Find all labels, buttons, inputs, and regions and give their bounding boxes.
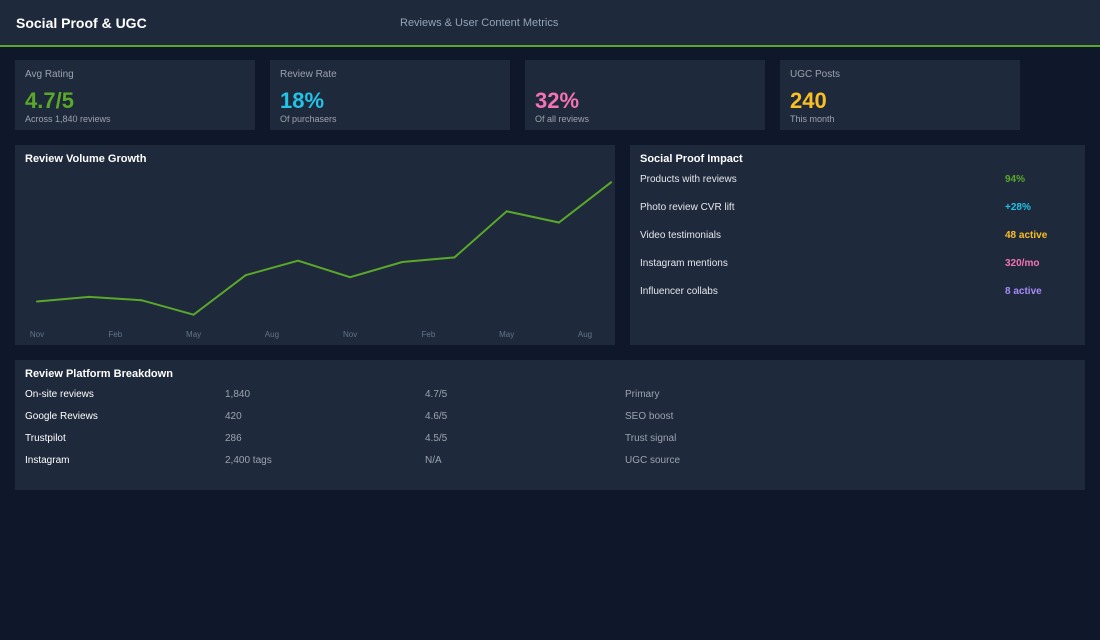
social-proof-impact-panel: Social Proof Impact Products with review… bbox=[630, 145, 1085, 345]
x-tick-label: Feb bbox=[422, 330, 436, 339]
data-point bbox=[557, 221, 560, 224]
data-point bbox=[244, 274, 247, 277]
platform-count: 2,400 tags bbox=[225, 455, 272, 466]
platform-role: UGC source bbox=[625, 455, 681, 466]
kpi-sub: Of purchasers bbox=[280, 114, 337, 124]
platform-name: On-site reviews bbox=[25, 389, 94, 400]
platform-role: SEO boost bbox=[625, 411, 674, 422]
data-point bbox=[349, 276, 352, 279]
platform-rating: 4.5/5 bbox=[425, 433, 448, 444]
x-tick-label: Nov bbox=[343, 330, 357, 339]
table-row: Google Reviews 420 4.6/5 SEO boost bbox=[25, 411, 1075, 425]
platform-role: Trust signal bbox=[625, 433, 677, 444]
impact-value: +28% bbox=[1005, 202, 1031, 213]
platform-role: Primary bbox=[625, 389, 660, 400]
data-point bbox=[140, 299, 143, 302]
impact-value: 48 active bbox=[1005, 230, 1048, 241]
impact-row: Products with reviews 94% bbox=[640, 174, 1080, 188]
impact-label: Influencer collabs bbox=[640, 286, 718, 297]
review-volume-chart: Nov Feb May Aug Nov Feb May Aug bbox=[30, 181, 613, 339]
platform-name: Google Reviews bbox=[25, 411, 98, 422]
data-point bbox=[88, 295, 91, 298]
platform-rating: N/A bbox=[425, 455, 442, 466]
kpi-value: 18% bbox=[280, 88, 325, 113]
kpi-card-reviews-share: 32% Of all reviews bbox=[525, 60, 765, 130]
data-point bbox=[505, 210, 508, 213]
data-point bbox=[297, 259, 299, 262]
impact-row: Video testimonials 48 active bbox=[640, 230, 1080, 244]
impact-label: Products with reviews bbox=[640, 174, 737, 185]
review-platform-panel: Review Platform Breakdown On-site review… bbox=[15, 360, 1085, 490]
data-point bbox=[401, 261, 404, 263]
kpi-label: Review Rate bbox=[280, 69, 337, 80]
kpi-card-ugc-posts: UGC Posts 240 This month bbox=[780, 60, 1020, 130]
x-tick-label: Aug bbox=[578, 330, 592, 339]
app-title: Social Proof & UGC bbox=[16, 15, 147, 31]
panel-title: Review Volume Growth bbox=[25, 153, 147, 165]
table-row: Trustpilot 286 4.5/5 Trust signal bbox=[25, 433, 1075, 447]
impact-row: Instagram mentions 320/mo bbox=[640, 258, 1080, 272]
kpi-sub: Of all reviews bbox=[535, 114, 590, 124]
platform-rating: 4.7/5 bbox=[425, 389, 448, 400]
kpi-sub: This month bbox=[790, 114, 835, 124]
x-tick-label: Nov bbox=[30, 330, 44, 339]
impact-row: Influencer collabs 8 active bbox=[640, 286, 1080, 300]
table-row: On-site reviews 1,840 4.7/5 Primary bbox=[25, 389, 1075, 403]
impact-label: Instagram mentions bbox=[640, 258, 728, 269]
platform-count: 286 bbox=[225, 433, 242, 444]
kpi-label: UGC Posts bbox=[790, 69, 841, 80]
platform-name: Instagram bbox=[25, 455, 70, 466]
data-point bbox=[453, 256, 456, 259]
platform-name: Trustpilot bbox=[25, 433, 66, 444]
kpi-card-review-rate: Review Rate 18% Of purchasers bbox=[270, 60, 510, 130]
app-subtitle: Reviews & User Content Metrics bbox=[400, 17, 559, 29]
kpi-label: Avg Rating bbox=[25, 69, 74, 80]
impact-value: 94% bbox=[1005, 174, 1026, 185]
app-header: Social Proof & UGC Reviews & User Conten… bbox=[0, 0, 1100, 47]
data-point bbox=[192, 313, 195, 316]
kpi-card-avg-rating: Avg Rating 4.7/5 Across 1,840 reviews bbox=[15, 60, 255, 130]
data-point bbox=[610, 181, 613, 184]
platform-count: 420 bbox=[225, 411, 242, 422]
review-volume-line bbox=[36, 181, 612, 316]
kpi-value: 240 bbox=[790, 88, 827, 113]
x-tick-label: Aug bbox=[265, 330, 279, 339]
platform-rating: 4.6/5 bbox=[425, 411, 448, 422]
x-tick-label: Feb bbox=[108, 330, 122, 339]
review-volume-panel: Review Volume Growth Nov Feb May Aug Nov Feb M… bbox=[15, 145, 615, 345]
panel-title: Social Proof Impact bbox=[640, 153, 743, 165]
impact-value: 320/mo bbox=[1005, 258, 1040, 269]
data-point bbox=[36, 300, 38, 303]
kpi-value: 32% bbox=[535, 88, 580, 113]
kpi-sub: Across 1,840 reviews bbox=[25, 114, 111, 124]
impact-label: Video testimonials bbox=[640, 230, 721, 241]
kpi-value: 4.7/5 bbox=[25, 88, 74, 113]
x-tick-label: May bbox=[499, 330, 514, 339]
impact-value: 8 active bbox=[1005, 286, 1042, 297]
panel-title: Review Platform Breakdown bbox=[25, 368, 173, 380]
impact-label: Photo review CVR lift bbox=[640, 202, 735, 213]
impact-row: Photo review CVR lift +28% bbox=[640, 202, 1080, 216]
x-tick-label: May bbox=[186, 330, 201, 339]
table-row: Instagram 2,400 tags N/A UGC source bbox=[25, 455, 1075, 469]
platform-count: 1,840 bbox=[225, 389, 251, 400]
